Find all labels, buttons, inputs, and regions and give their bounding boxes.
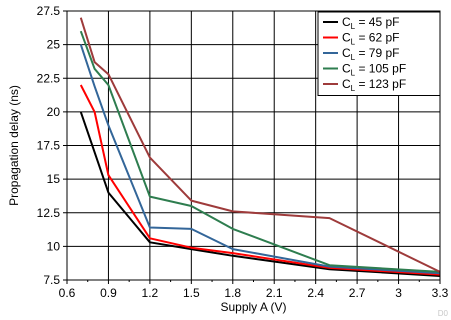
legend-label: CL = 62 pF <box>342 31 400 47</box>
x-tick-label: 1.8 <box>224 286 241 300</box>
plot-series <box>79 17 441 277</box>
legend-label: CL = 45 pF <box>342 15 400 31</box>
y-tick-label: 15 <box>47 172 61 186</box>
x-tick-label: 2.7 <box>349 286 366 300</box>
y-axis-label: Propagation delay (ns) <box>7 85 21 206</box>
x-tick-label: 0.9 <box>100 286 117 300</box>
series-line <box>79 84 441 276</box>
y-tick-label: 10 <box>47 239 61 253</box>
series-line <box>79 30 441 273</box>
axis-ticks: 0.6 0.9 1.2 1.5 1.8 2.1 2.4 2.7 3 3.3 7.5 10 12.5 15 1… <box>37 4 449 300</box>
y-tick-label: 12.5 <box>37 206 61 220</box>
x-tick-label: 2.1 <box>266 286 283 300</box>
legend-label: CL = 105 pF <box>342 62 406 78</box>
y-tick-label: 20 <box>47 105 61 119</box>
y-tick-label: 22.5 <box>37 71 61 85</box>
x-tick-label: 3.3 <box>432 286 449 300</box>
legend-label: CL = 79 pF <box>342 46 400 62</box>
y-tick-label: 7.5 <box>43 273 60 287</box>
series-line <box>79 17 441 273</box>
x-tick-label: 0.6 <box>59 286 76 300</box>
series-line <box>79 44 441 275</box>
figure-id-watermark: D0 <box>438 309 449 318</box>
y-tick-label: 25 <box>47 38 61 52</box>
legend-label: CL = 123 pF <box>342 77 406 93</box>
y-tick-label: 27.5 <box>37 4 61 18</box>
y-tick-label: 17.5 <box>37 139 61 153</box>
series-line <box>79 111 441 277</box>
legend-box <box>317 11 441 96</box>
x-tick-label: 1.5 <box>183 286 200 300</box>
x-tick-label: 3 <box>395 286 402 300</box>
x-tick-label: 1.2 <box>142 286 159 300</box>
x-tick-label: 2.4 <box>307 286 324 300</box>
x-axis-label: Supply A (V) <box>220 300 286 314</box>
